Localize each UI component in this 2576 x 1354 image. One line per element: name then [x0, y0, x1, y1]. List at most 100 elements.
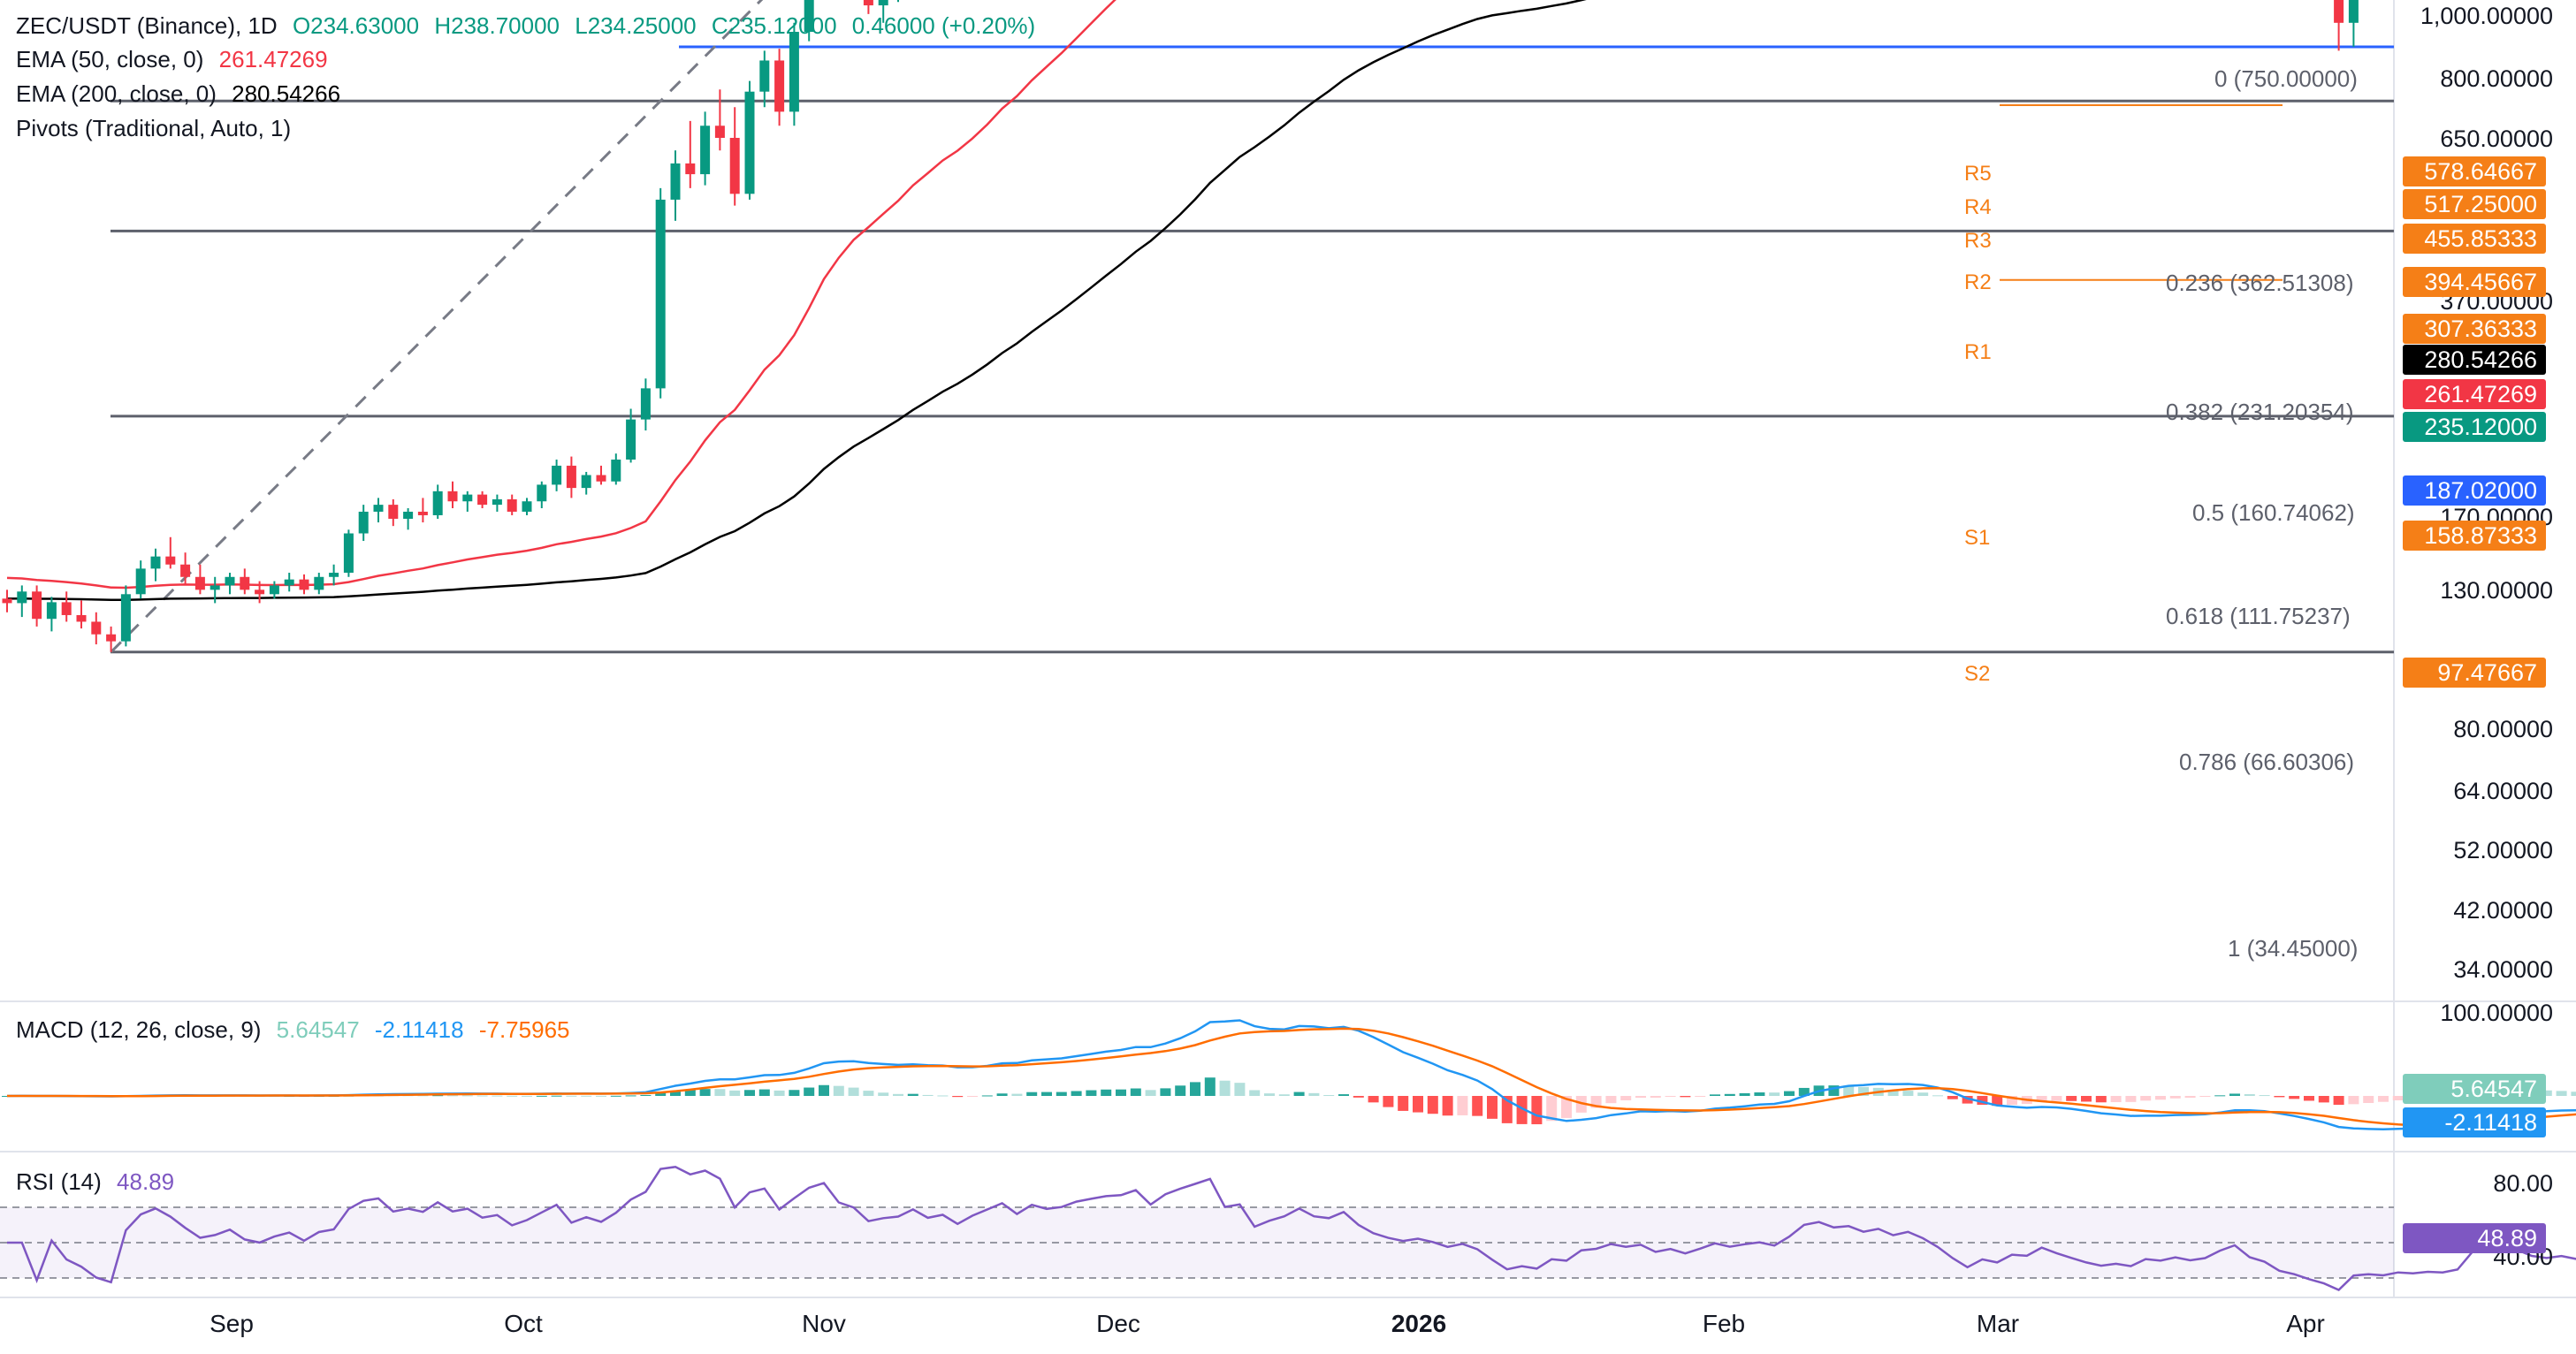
candle-body — [135, 568, 146, 595]
candle-body — [388, 505, 399, 519]
candle-body — [507, 498, 517, 512]
price-tick: 64.00000 — [2453, 778, 2553, 804]
macd-histogram-bar — [1605, 1096, 1617, 1104]
ohlc-high: H238.70000 — [434, 12, 560, 39]
candle-body — [685, 163, 696, 175]
candle-body — [373, 505, 384, 512]
macd-histogram-bar — [1041, 1092, 1052, 1096]
macd-histogram-bar — [1635, 1096, 1646, 1099]
macd-histogram-bar — [981, 1095, 993, 1097]
macd-histogram-bar — [1278, 1094, 1290, 1096]
macd-histogram-bar — [1472, 1096, 1483, 1116]
date-tick: Mar — [1976, 1310, 2020, 1337]
candle-body — [878, 0, 888, 6]
macd-histogram-bar — [774, 1090, 785, 1096]
pivot-label-r1: R1 — [1964, 340, 1992, 364]
macd-histogram-bar — [1338, 1094, 1349, 1096]
price-tick: 130.00000 — [2440, 577, 2553, 604]
macd-histogram-bar — [2289, 1096, 2300, 1099]
macd-histogram-bar — [2066, 1096, 2077, 1101]
price-tick: 42.00000 — [2453, 897, 2553, 924]
macd-histogram-bar — [1769, 1092, 1780, 1096]
macd-histogram-bar — [1724, 1093, 1735, 1096]
macd-histogram-bar — [1190, 1082, 1200, 1096]
candle-body — [2348, 0, 2359, 23]
macd-histogram-bar — [581, 1095, 592, 1097]
support-price-badge: 187.02000 — [2403, 475, 2546, 506]
rsi-legend: RSI (14) 48.89 — [16, 1167, 183, 1197]
macd-histogram-bar — [967, 1096, 978, 1097]
ema200-legend: EMA (200, close, 0) 280.54266 — [16, 79, 349, 109]
candle-body — [759, 60, 770, 92]
macd-label: MACD (12, 26, close, 9) — [16, 1016, 262, 1043]
symbol-legend: ZEC/USDT (Binance), 1D O234.63000 H238.7… — [16, 11, 1044, 41]
macd-histogram-bar — [2140, 1096, 2152, 1101]
candle-body — [804, 0, 814, 33]
macd-histogram-bar — [1784, 1091, 1795, 1096]
macd-histogram-bar — [1086, 1090, 1097, 1096]
macd-histogram-bar — [1026, 1092, 1038, 1096]
macd-histogram-bar — [1843, 1085, 1855, 1096]
candle-body — [581, 475, 591, 489]
macd-histogram-bar — [819, 1084, 829, 1096]
macd-histogram-bar — [699, 1089, 711, 1096]
candle-body — [863, 0, 873, 6]
macd-histogram-bar — [610, 1095, 621, 1097]
macd-signal-value: -7.75965 — [478, 1016, 570, 1043]
candle-body — [626, 419, 636, 460]
macd-legend: MACD (12, 26, close, 9) 5.64547 -2.11418… — [16, 1015, 579, 1045]
ema200-value: 280.54266 — [232, 80, 341, 107]
ema200-label: EMA (200, close, 0) — [16, 80, 217, 107]
ema200-price-badge: 280.54266 — [2403, 345, 2546, 375]
macd-histogram-bar — [1798, 1087, 1810, 1096]
macd-histogram-bar — [551, 1095, 562, 1097]
macd-histogram-bar — [1977, 1096, 1988, 1106]
pivot-label-s1: S1 — [1964, 526, 1991, 550]
macd-histogram-bar — [2125, 1096, 2137, 1102]
candle-body — [194, 576, 205, 590]
macd-histogram-bar — [1710, 1094, 1720, 1096]
pivot-label-r5: R5 — [1964, 162, 1992, 186]
date-tick: Oct — [504, 1310, 543, 1337]
macd-histogram-bar — [1947, 1096, 1958, 1099]
macd-histogram-bar — [2095, 1096, 2107, 1103]
fib-label-1: 1 (34.45000) — [2228, 935, 2359, 962]
macd-axis-tick: 100.00000 — [2440, 1000, 2553, 1026]
macd-histogram-bar — [1071, 1091, 1082, 1096]
rsi-label: RSI (14) — [16, 1168, 102, 1195]
macd-histogram-bar — [1932, 1095, 1943, 1097]
candle-body — [46, 602, 57, 620]
candle-body — [492, 498, 502, 506]
macd-histogram-bar — [2199, 1096, 2211, 1098]
macd-histogram-bar — [1323, 1095, 1335, 1097]
price-tick: 1,000.00000 — [2420, 3, 2553, 29]
candle-body — [225, 576, 235, 586]
macd-histogram-bar — [492, 1095, 503, 1097]
macd-histogram-bar — [1383, 1096, 1394, 1107]
candle-body — [299, 579, 309, 590]
date-tick: 2026 — [1391, 1310, 1447, 1337]
candle-body — [447, 491, 458, 502]
rsi-value: 48.89 — [117, 1168, 175, 1195]
fib-label-236: 0.236 (362.51308) — [2166, 270, 2354, 296]
candle-body — [61, 602, 72, 615]
macd-histogram-bar — [1902, 1091, 1914, 1096]
candle-body — [343, 533, 354, 574]
macd-histogram-bar — [2169, 1096, 2181, 1099]
date-tick: Apr — [2286, 1310, 2325, 1337]
candle-body — [180, 564, 191, 577]
macd-histogram-bar — [1917, 1092, 1929, 1096]
macd-histogram-bar — [566, 1095, 577, 1097]
macd-histogram-bar — [2348, 1096, 2359, 1105]
candle-body — [537, 484, 547, 502]
fib-trend-dashed-line — [110, 0, 764, 653]
candle-body — [640, 388, 651, 420]
macd-histogram-bar — [2304, 1096, 2314, 1101]
candle-body — [269, 585, 279, 595]
ema50-legend: EMA (50, close, 0) 261.47269 — [16, 44, 337, 74]
ohlc-open: O234.63000 — [292, 12, 420, 39]
macd-histogram-bar — [744, 1090, 755, 1096]
macd-histogram-bar — [2318, 1096, 2329, 1103]
macd-histogram-bar — [2110, 1096, 2122, 1103]
